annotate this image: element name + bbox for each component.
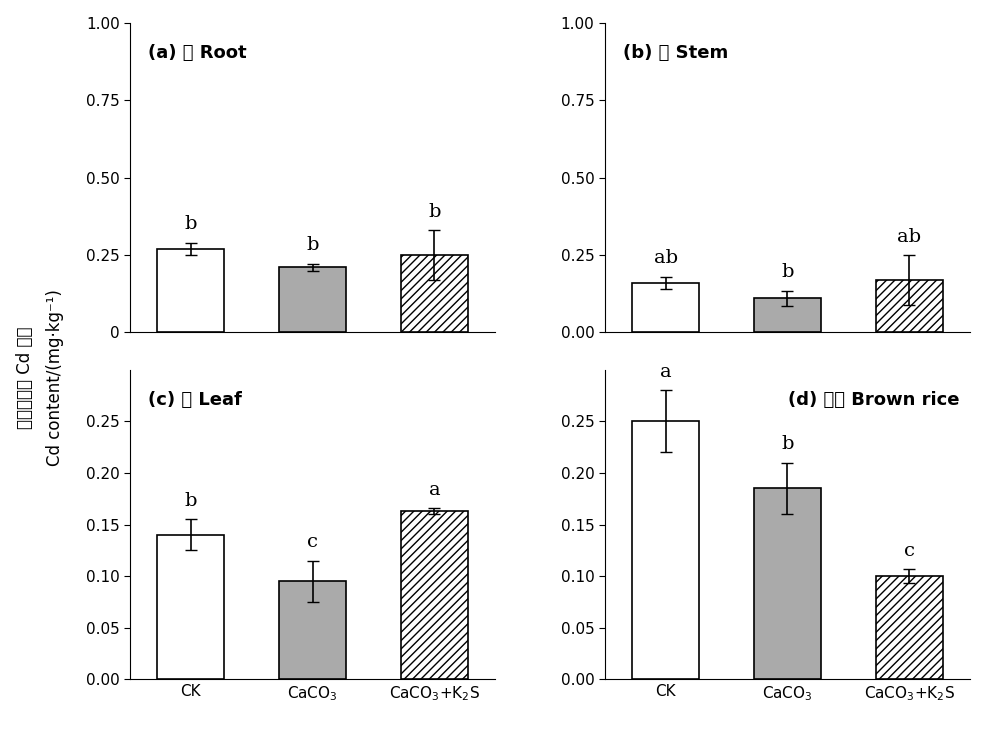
Text: Cd content/(mg·kg⁻¹): Cd content/(mg·kg⁻¹) <box>46 289 64 466</box>
Bar <box>632 421 699 680</box>
Bar <box>401 255 468 332</box>
Text: ab: ab <box>897 228 921 245</box>
Bar <box>279 267 346 332</box>
Bar <box>401 511 468 680</box>
Text: (d) 精米 Brown rice: (d) 精米 Brown rice <box>788 391 959 409</box>
Text: b: b <box>306 236 319 254</box>
Text: b: b <box>428 203 441 221</box>
Text: (b) 茎 Stem: (b) 茎 Stem <box>623 45 728 63</box>
Bar <box>754 298 821 332</box>
Text: b: b <box>185 215 197 233</box>
Text: a: a <box>429 481 440 499</box>
Text: (a) 根 Root: (a) 根 Root <box>148 45 247 63</box>
Bar <box>157 535 224 680</box>
Bar <box>279 581 346 680</box>
Bar <box>754 488 821 680</box>
Bar <box>157 249 224 332</box>
Text: c: c <box>904 541 915 559</box>
Text: b: b <box>781 263 794 282</box>
Text: b: b <box>781 436 794 453</box>
Text: b: b <box>185 492 197 510</box>
Text: ab: ab <box>654 249 678 267</box>
Text: c: c <box>307 534 318 551</box>
Bar <box>876 576 943 680</box>
Text: a: a <box>660 363 671 381</box>
Bar <box>632 283 699 332</box>
Text: 水稺各部位 Cd 含量: 水稺各部位 Cd 含量 <box>16 326 34 429</box>
Bar <box>876 280 943 332</box>
Text: (c) 叶 Leaf: (c) 叶 Leaf <box>148 391 242 409</box>
